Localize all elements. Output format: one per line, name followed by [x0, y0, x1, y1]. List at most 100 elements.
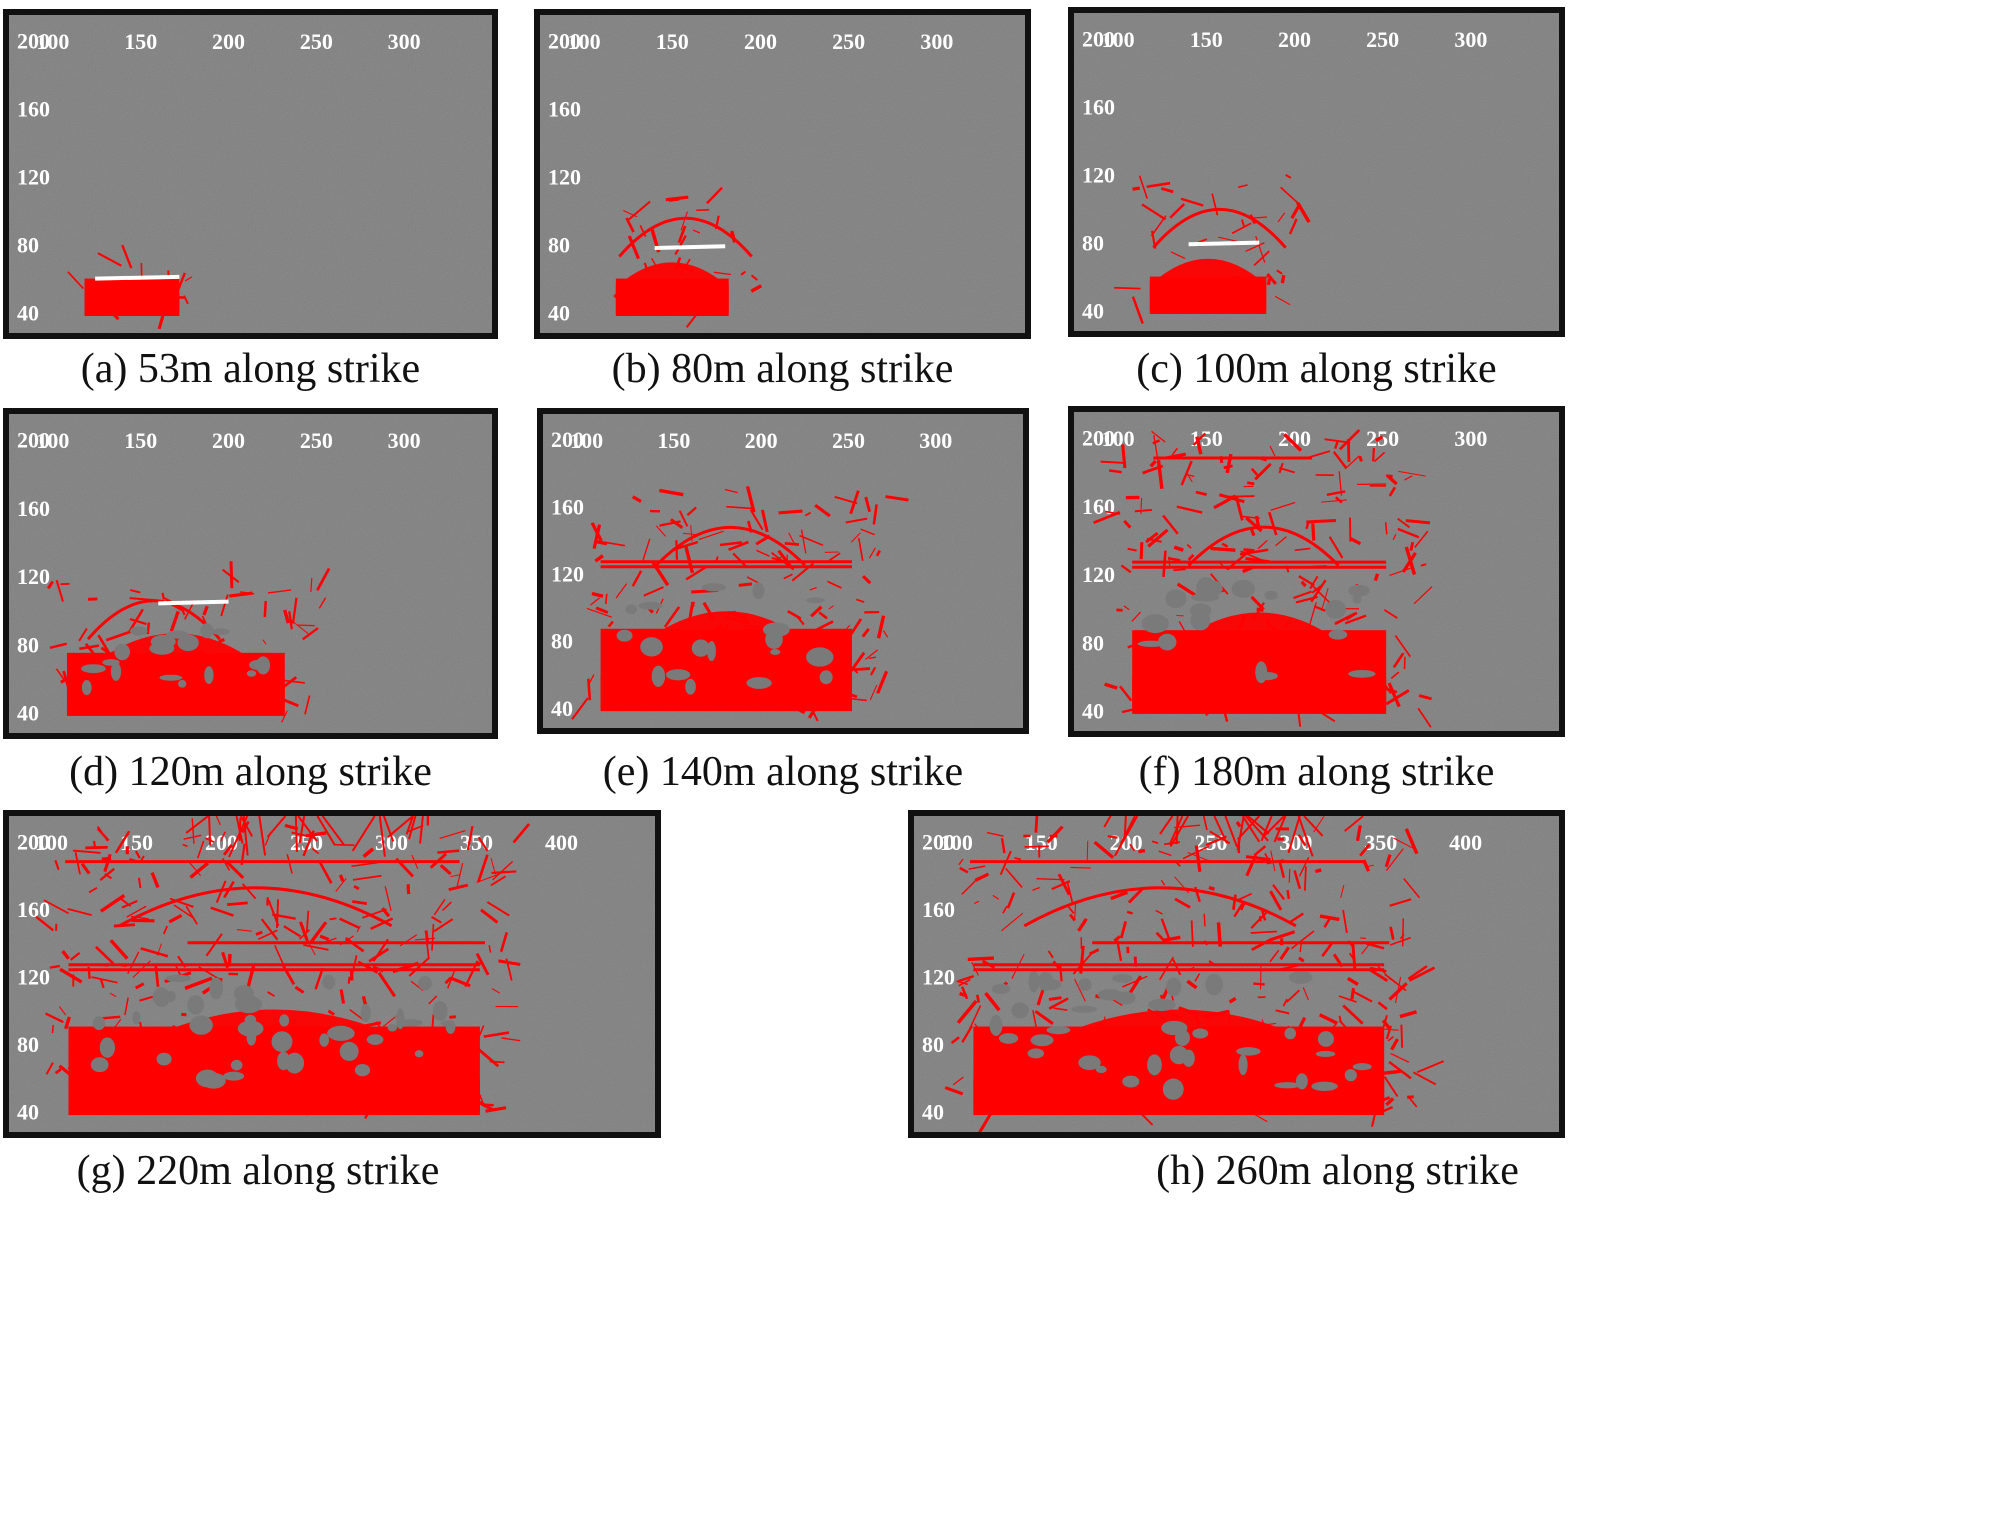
fracture-branch	[137, 1069, 149, 1080]
fracture-branch	[229, 561, 234, 589]
fracture-top-branch	[258, 816, 267, 856]
fracture-branch	[439, 829, 466, 839]
intact-rock-void	[165, 974, 192, 983]
y-tick-label: 40	[17, 701, 39, 726]
fracture-top-branch	[228, 816, 249, 858]
fracture-branch	[1407, 965, 1428, 980]
intact-rock-void	[806, 597, 825, 604]
fracture-branch	[857, 537, 864, 561]
fracture-branch	[706, 186, 723, 205]
fracture-network	[67, 244, 193, 330]
fracture-branch	[1066, 880, 1074, 903]
intact-rock-void	[178, 679, 187, 688]
fracture-branch	[1384, 854, 1392, 868]
fracture-branch	[760, 509, 769, 533]
x-tick-label: 150	[1025, 830, 1058, 855]
fracture-branch	[1388, 486, 1397, 497]
fracture-branch	[596, 540, 608, 546]
fracture-branch	[129, 589, 141, 594]
fracture-top-branch	[1113, 816, 1139, 857]
fracture-branch	[1385, 689, 1410, 706]
fracture-branch	[634, 669, 642, 678]
fracture-branch	[227, 901, 248, 906]
fracture-branch	[1253, 250, 1270, 267]
fracture-branch	[1261, 1019, 1267, 1034]
fracture-branch	[45, 1012, 64, 1024]
intact-rock-void	[366, 1034, 384, 1045]
fracture-branch	[236, 929, 252, 932]
fracture-branch	[1202, 1009, 1229, 1019]
fracture-branch	[1278, 462, 1284, 474]
fracture-branch	[92, 840, 96, 848]
fracture-branch	[1127, 886, 1145, 904]
fracture-branch	[109, 939, 129, 960]
intact-rock-void	[1231, 579, 1256, 598]
fracture-branch	[876, 615, 886, 639]
fracture-branch	[1245, 854, 1258, 877]
fracture-branch	[431, 915, 442, 924]
fracture-branch	[1346, 976, 1359, 986]
fracture-branch	[1360, 937, 1367, 940]
fracture-branch	[1383, 609, 1398, 619]
fracture-branch	[723, 615, 751, 625]
fracture-branch	[993, 1077, 1004, 1086]
fracture-branch	[1358, 455, 1363, 462]
intact-rock-void	[1157, 633, 1177, 651]
fracture-branch	[1350, 987, 1355, 1000]
x-tick-label: 250	[300, 29, 333, 54]
fracture-branch	[281, 710, 288, 723]
fracture-branch	[1300, 660, 1313, 667]
fracture-branch	[1338, 1019, 1351, 1034]
fracture-branch	[1122, 975, 1148, 988]
fracture-branch	[224, 1085, 233, 1100]
fracture-branch	[1046, 825, 1064, 844]
fracture-branch	[1285, 174, 1292, 179]
fracture-branch	[1390, 1038, 1399, 1051]
fracture-branch	[466, 825, 474, 851]
fracture-branch	[91, 976, 118, 984]
fracture-top-branch	[408, 816, 417, 840]
fracture-top-branch	[1273, 816, 1287, 843]
fracture-branch	[260, 918, 279, 941]
fracture-branch	[684, 546, 695, 574]
fracture-branch	[1278, 862, 1286, 879]
fracture-branch	[868, 547, 876, 559]
fracture-branch	[1414, 530, 1429, 548]
intact-rock-void	[319, 1033, 330, 1047]
fracture-branch	[958, 858, 964, 866]
fracture-top-branch	[351, 816, 376, 852]
fracture-branch	[124, 997, 129, 1016]
fracture-branch	[1272, 884, 1285, 900]
fracture-branch	[1182, 845, 1210, 860]
intact-rock-void	[746, 677, 772, 689]
fracture-top-branch	[185, 816, 209, 834]
fracture-branch	[298, 929, 311, 940]
fracture-branch	[1082, 1031, 1089, 1060]
fracture-branch	[862, 575, 872, 585]
fracture-branch	[995, 1063, 1020, 1075]
fracture-branch	[1321, 499, 1347, 503]
fracture-branch	[1237, 184, 1248, 189]
fracture-branch	[698, 530, 724, 541]
x-tick-label: 300	[919, 428, 952, 453]
fracture-branch	[307, 1090, 313, 1104]
y-tick-label: 80	[1082, 231, 1104, 256]
fracture-branch	[1400, 1024, 1404, 1048]
intact-rock-void	[1165, 589, 1187, 609]
x-tick-label: 300	[1454, 27, 1487, 52]
fracture-branch	[841, 696, 867, 702]
fracture-branch	[1340, 884, 1345, 899]
fracture-branch	[718, 665, 731, 679]
coal-seam-highlight	[158, 599, 229, 606]
fracture-branch	[795, 636, 809, 642]
fracture-branch	[1290, 684, 1309, 703]
fracture-branch	[1169, 203, 1186, 219]
intact-rock-void	[1027, 1048, 1045, 1059]
fracture-arch	[1023, 886, 1297, 928]
fracture-branch	[1158, 850, 1172, 857]
fracture-branch	[291, 597, 298, 624]
intact-rock-void	[702, 583, 726, 592]
fracture-branch	[1367, 1096, 1391, 1107]
fracture-branch	[474, 1025, 485, 1046]
